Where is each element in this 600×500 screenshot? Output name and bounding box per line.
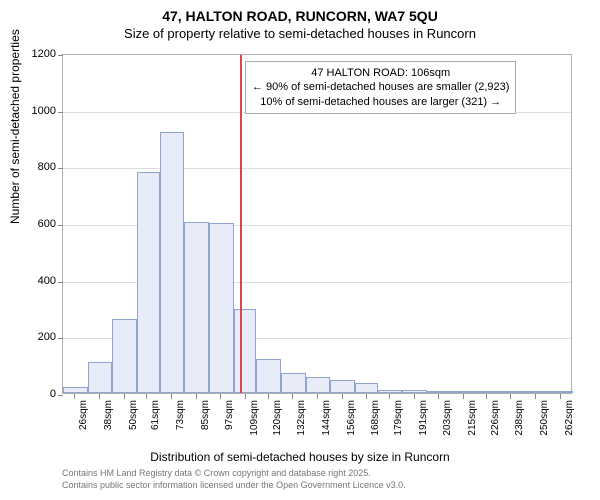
histogram-bar	[234, 309, 257, 393]
x-tick-label: 61sqm	[150, 400, 161, 440]
x-tick-label: 50sqm	[128, 400, 139, 440]
histogram-bar	[112, 319, 137, 393]
x-tick-mark	[245, 394, 246, 399]
x-tick-mark	[99, 394, 100, 399]
y-tick-mark	[58, 168, 63, 169]
x-tick-mark	[510, 394, 511, 399]
y-tick-mark	[58, 112, 63, 113]
x-tick-label: 38sqm	[103, 400, 114, 440]
attribution-line2: Contains public sector information licen…	[62, 480, 406, 492]
histogram-bar	[548, 391, 573, 393]
histogram-bar	[137, 172, 160, 393]
histogram-bar	[499, 391, 524, 393]
x-tick-mark	[317, 394, 318, 399]
histogram-bar	[524, 391, 549, 393]
title-main: 47, HALTON ROAD, RUNCORN, WA7 5QU	[0, 8, 600, 24]
y-tick-label: 1000	[26, 105, 56, 117]
property-marker-line	[240, 55, 242, 393]
annotation-line: ← 90% of semi-detached houses are smalle…	[252, 80, 509, 94]
x-tick-mark	[220, 394, 221, 399]
histogram-bar	[330, 380, 355, 393]
x-tick-mark	[560, 394, 561, 399]
annotation-box: 47 HALTON ROAD: 106sqm← 90% of semi-deta…	[245, 61, 516, 114]
x-tick-label: 85sqm	[200, 400, 211, 440]
y-tick-mark	[58, 395, 63, 396]
x-tick-label: 226sqm	[490, 400, 501, 440]
x-tick-mark	[535, 394, 536, 399]
x-tick-mark	[438, 394, 439, 399]
x-tick-label: 238sqm	[514, 400, 525, 440]
histogram-bar	[402, 390, 427, 393]
x-tick-label: 203sqm	[442, 400, 453, 440]
y-tick-mark	[58, 338, 63, 339]
chart-title-block: 47, HALTON ROAD, RUNCORN, WA7 5QU Size o…	[0, 0, 600, 41]
x-tick-label: 191sqm	[418, 400, 429, 440]
x-tick-label: 109sqm	[249, 400, 260, 440]
histogram-bar	[427, 391, 452, 393]
x-tick-label: 26sqm	[78, 400, 89, 440]
x-tick-label: 262sqm	[564, 400, 575, 440]
x-tick-label: 168sqm	[370, 400, 381, 440]
y-tick-label: 600	[26, 218, 56, 230]
x-tick-label: 97sqm	[224, 400, 235, 440]
y-tick-label: 800	[26, 161, 56, 173]
x-tick-mark	[486, 394, 487, 399]
x-tick-label: 215sqm	[467, 400, 478, 440]
attribution-text: Contains HM Land Registry data © Crown c…	[62, 468, 406, 491]
annotation-line: 10% of semi-detached houses are larger (…	[252, 95, 509, 109]
x-tick-label: 179sqm	[393, 400, 404, 440]
y-tick-label: 0	[26, 388, 56, 400]
x-axis-label: Distribution of semi-detached houses by …	[0, 450, 600, 464]
x-tick-mark	[389, 394, 390, 399]
histogram-bar	[184, 222, 209, 393]
histogram-bar	[256, 359, 281, 393]
y-tick-label: 200	[26, 331, 56, 343]
x-tick-mark	[171, 394, 172, 399]
y-tick-mark	[58, 225, 63, 226]
attribution-line1: Contains HM Land Registry data © Crown c…	[62, 468, 406, 480]
x-tick-label: 250sqm	[539, 400, 550, 440]
histogram-bar	[452, 391, 475, 393]
histogram-bar	[281, 373, 306, 393]
annotation-line: 47 HALTON ROAD: 106sqm	[252, 66, 509, 80]
y-tick-mark	[58, 282, 63, 283]
y-tick-label: 1200	[26, 48, 56, 60]
x-tick-mark	[292, 394, 293, 399]
histogram-bar	[88, 362, 113, 393]
grid-line	[63, 168, 571, 169]
title-sub: Size of property relative to semi-detach…	[0, 26, 600, 41]
x-tick-label: 156sqm	[346, 400, 357, 440]
histogram-bar	[209, 223, 234, 393]
x-tick-mark	[414, 394, 415, 399]
histogram-bar	[474, 391, 499, 393]
x-tick-label: 120sqm	[272, 400, 283, 440]
histogram-bar	[378, 390, 403, 393]
x-tick-mark	[124, 394, 125, 399]
x-tick-mark	[196, 394, 197, 399]
x-tick-mark	[146, 394, 147, 399]
histogram-bar	[306, 377, 331, 393]
x-tick-label: 73sqm	[175, 400, 186, 440]
histogram-bar	[160, 132, 185, 393]
x-tick-mark	[74, 394, 75, 399]
y-tick-label: 400	[26, 275, 56, 287]
y-axis-label: Number of semi-detached properties	[8, 29, 22, 224]
x-tick-mark	[342, 394, 343, 399]
histogram-bar	[63, 387, 88, 393]
y-tick-mark	[58, 55, 63, 56]
histogram-bar	[355, 383, 378, 393]
x-tick-mark	[366, 394, 367, 399]
chart-plot-area: 47 HALTON ROAD: 106sqm← 90% of semi-deta…	[62, 54, 572, 394]
x-tick-mark	[463, 394, 464, 399]
x-tick-mark	[268, 394, 269, 399]
x-tick-label: 132sqm	[296, 400, 307, 440]
x-tick-label: 144sqm	[321, 400, 332, 440]
